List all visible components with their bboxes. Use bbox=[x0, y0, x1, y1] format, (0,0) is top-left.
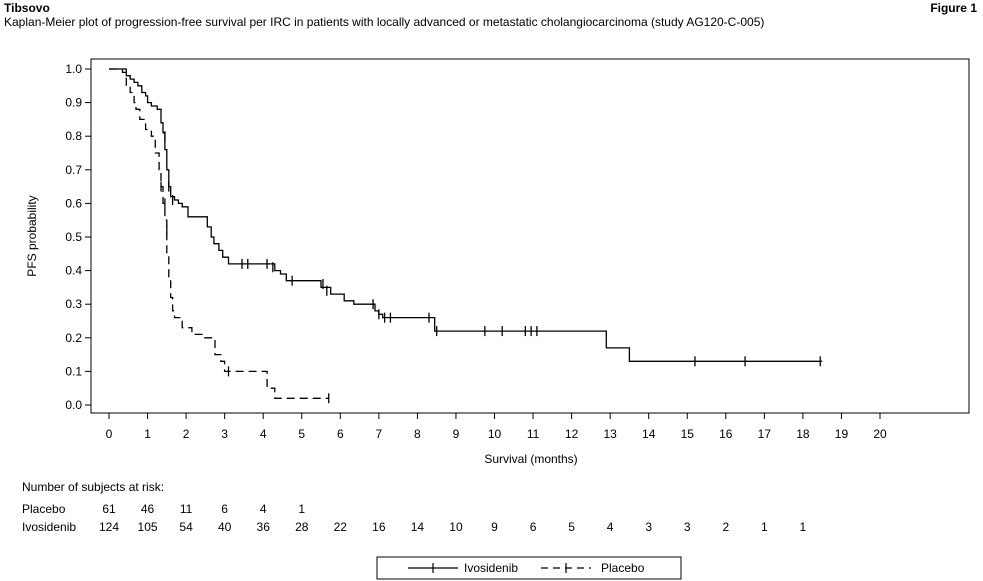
risk-count-ivosidenib-15: 3 bbox=[684, 520, 691, 534]
risk-count-ivosidenib-1: 105 bbox=[138, 520, 158, 534]
legend-label-ivosidenib: Ivosidenib bbox=[464, 561, 518, 575]
risk-table: Number of subjects at risk: Placebo Ivos… bbox=[22, 480, 807, 534]
risk-count-placebo-0: 61 bbox=[102, 502, 116, 516]
legend-box bbox=[376, 556, 682, 580]
x-tick-label-1: 1 bbox=[144, 427, 151, 441]
x-axis-label: Survival (months) bbox=[484, 452, 577, 466]
x-tick-label-19: 19 bbox=[835, 427, 849, 441]
x-tick-label-15: 15 bbox=[681, 427, 695, 441]
risk-row-label-placebo: Placebo bbox=[22, 502, 66, 516]
risk-count-placebo-1: 46 bbox=[141, 502, 155, 516]
x-tick-label-12: 12 bbox=[565, 427, 579, 441]
curves bbox=[109, 68, 823, 404]
x-tick-label-7: 7 bbox=[376, 427, 383, 441]
risk-count-ivosidenib-8: 14 bbox=[411, 520, 425, 534]
y-tick-label-0: 0.0 bbox=[65, 398, 82, 412]
y-tick-label-8: 0.8 bbox=[65, 129, 82, 143]
risk-count-ivosidenib-17: 1 bbox=[761, 520, 768, 534]
risk-count-placebo-4: 4 bbox=[260, 502, 267, 516]
y-tick-label-6: 0.6 bbox=[65, 196, 82, 210]
x-tick-label-16: 16 bbox=[719, 427, 733, 441]
brand-name: Tibsovo bbox=[4, 1, 50, 15]
x-tick-label-3: 3 bbox=[221, 427, 228, 441]
y-tick-label-1: 0.1 bbox=[65, 364, 82, 378]
risk-count-ivosidenib-9: 10 bbox=[449, 520, 463, 534]
risk-count-ivosidenib-16: 2 bbox=[722, 520, 729, 534]
series-line-placebo bbox=[109, 68, 329, 399]
y-tick-label-9: 0.9 bbox=[65, 96, 82, 110]
x-tick-label-20: 20 bbox=[873, 427, 887, 441]
risk-count-ivosidenib-11: 6 bbox=[530, 520, 537, 534]
figure-label: Figure 1 bbox=[930, 1, 977, 15]
risk-count-ivosidenib-6: 22 bbox=[334, 520, 348, 534]
risk-count-ivosidenib-0: 124 bbox=[99, 520, 119, 534]
x-tick-label-18: 18 bbox=[796, 427, 810, 441]
risk-count-ivosidenib-4: 36 bbox=[257, 520, 271, 534]
x-tick-label-10: 10 bbox=[488, 427, 502, 441]
risk-count-placebo-2: 11 bbox=[180, 502, 193, 516]
legend: Ivosidenib Placebo bbox=[376, 556, 682, 580]
y-tick-label-10: 1.0 bbox=[65, 62, 82, 76]
x-tick-label-14: 14 bbox=[642, 427, 656, 441]
risk-count-ivosidenib-14: 3 bbox=[645, 520, 652, 534]
x-tick-label-2: 2 bbox=[183, 427, 190, 441]
risk-table-title: Number of subjects at risk: bbox=[22, 480, 164, 494]
risk-count-ivosidenib-10: 9 bbox=[491, 520, 498, 534]
axes: 0 1 2 3 4 5 6 7 8 9 10 11 12 13 14 15 16 17 18 19 200.00.10.… bbox=[65, 62, 887, 441]
risk-count-ivosidenib-12: 5 bbox=[568, 520, 575, 534]
x-tick-label-8: 8 bbox=[414, 427, 421, 441]
x-tick-label-13: 13 bbox=[603, 427, 617, 441]
risk-count-ivosidenib-5: 28 bbox=[295, 520, 309, 534]
risk-count-ivosidenib-3: 40 bbox=[218, 520, 232, 534]
y-tick-label-7: 0.7 bbox=[65, 163, 82, 177]
x-tick-label-17: 17 bbox=[758, 427, 772, 441]
chart-title: Kaplan-Meier plot of progression-free su… bbox=[4, 15, 765, 29]
y-axis-label: PFS probability bbox=[25, 195, 39, 276]
risk-row-label-ivosidenib: Ivosidenib bbox=[22, 520, 76, 534]
x-tick-label-5: 5 bbox=[298, 427, 305, 441]
risk-count-placebo-5: 1 bbox=[298, 502, 305, 516]
x-tick-label-9: 9 bbox=[453, 427, 460, 441]
x-tick-label-4: 4 bbox=[260, 427, 267, 441]
y-tick-label-3: 0.3 bbox=[65, 297, 82, 311]
y-tick-label-2: 0.2 bbox=[65, 331, 82, 345]
x-tick-label-11: 11 bbox=[527, 427, 540, 441]
series-line-ivosidenib bbox=[109, 68, 823, 362]
x-tick-label-0: 0 bbox=[106, 427, 113, 441]
risk-count-placebo-3: 6 bbox=[221, 502, 228, 516]
x-tick-label-6: 6 bbox=[337, 427, 344, 441]
y-tick-label-4: 0.4 bbox=[65, 264, 82, 278]
risk-count-ivosidenib-18: 1 bbox=[800, 520, 807, 534]
risk-count-ivosidenib-7: 16 bbox=[372, 520, 386, 534]
y-tick-label-5: 0.5 bbox=[65, 230, 82, 244]
plot-frame bbox=[90, 58, 970, 414]
risk-count-ivosidenib-2: 54 bbox=[179, 520, 193, 534]
legend-label-placebo: Placebo bbox=[601, 561, 645, 575]
risk-count-ivosidenib-13: 4 bbox=[607, 520, 614, 534]
